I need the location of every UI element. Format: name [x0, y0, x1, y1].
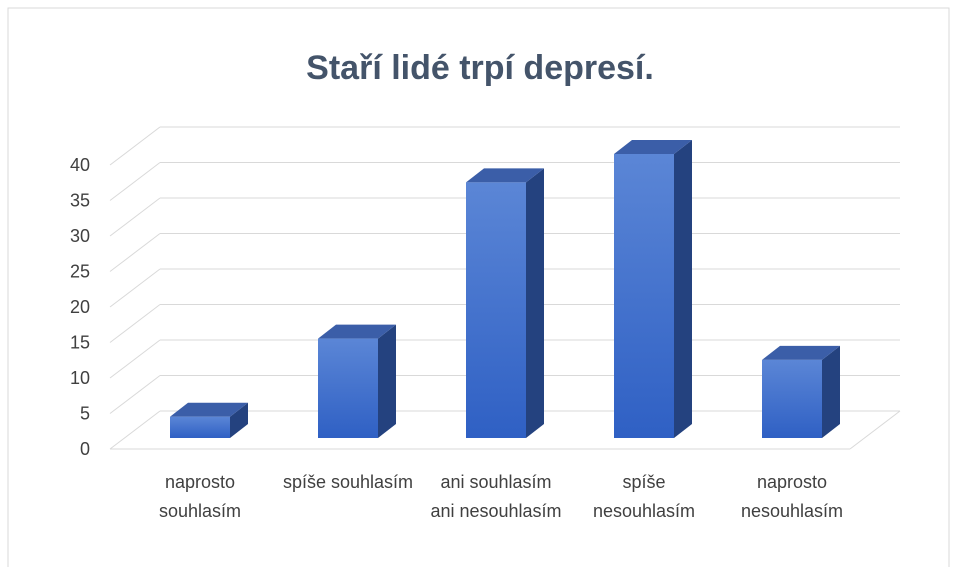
- floor-right: [849, 410, 901, 450]
- grid-diagonal: [109, 162, 161, 201]
- x-tick-label: spíše souhlasím: [282, 472, 414, 492]
- y-tick-label: 5: [80, 403, 90, 423]
- bar-side: [822, 345, 840, 438]
- bar: [762, 359, 822, 438]
- grid-diagonal: [109, 126, 161, 166]
- y-tick-label: 30: [70, 226, 90, 246]
- bar-top: [170, 402, 248, 417]
- grid-diagonal: [109, 410, 161, 450]
- y-tick-label: 0: [80, 439, 90, 459]
- y-tick-label: 10: [70, 368, 90, 388]
- bar-side: [230, 402, 248, 438]
- grid-diagonal: [109, 268, 161, 308]
- grid-diagonal: [109, 339, 161, 379]
- chart-border: [7, 7, 950, 567]
- y-tick-label: 15: [70, 332, 90, 352]
- x-tick-label: ani souhlasím ani nesouhlasím: [430, 472, 562, 521]
- bar: [170, 416, 230, 438]
- bar: [614, 154, 674, 438]
- bar-top: [466, 168, 544, 183]
- x-tick-label: spíše nesouhlasím: [592, 472, 696, 521]
- x-tick-label: naprosto nesouhlasím: [740, 472, 844, 521]
- grid-diagonal: [109, 233, 161, 272]
- y-tick-label: 40: [70, 155, 90, 175]
- bar-side: [378, 324, 396, 438]
- grid-diagonal: [109, 375, 161, 414]
- grid-diagonal: [109, 197, 161, 237]
- bar-side: [526, 168, 544, 438]
- y-tick-label: 20: [70, 297, 90, 317]
- chart-title: Staří lidé trpí depresí.: [306, 49, 654, 87]
- bar-top: [318, 324, 396, 339]
- bar-top: [762, 345, 840, 360]
- grid-diagonal: [109, 304, 161, 343]
- bar-top: [614, 140, 692, 154]
- y-tick-label: 25: [70, 261, 90, 281]
- bar: [318, 338, 378, 438]
- bar: [466, 182, 526, 438]
- bar-side: [674, 140, 692, 438]
- x-tick-label: naprosto souhlasím: [158, 472, 242, 521]
- y-tick-label: 35: [70, 190, 90, 210]
